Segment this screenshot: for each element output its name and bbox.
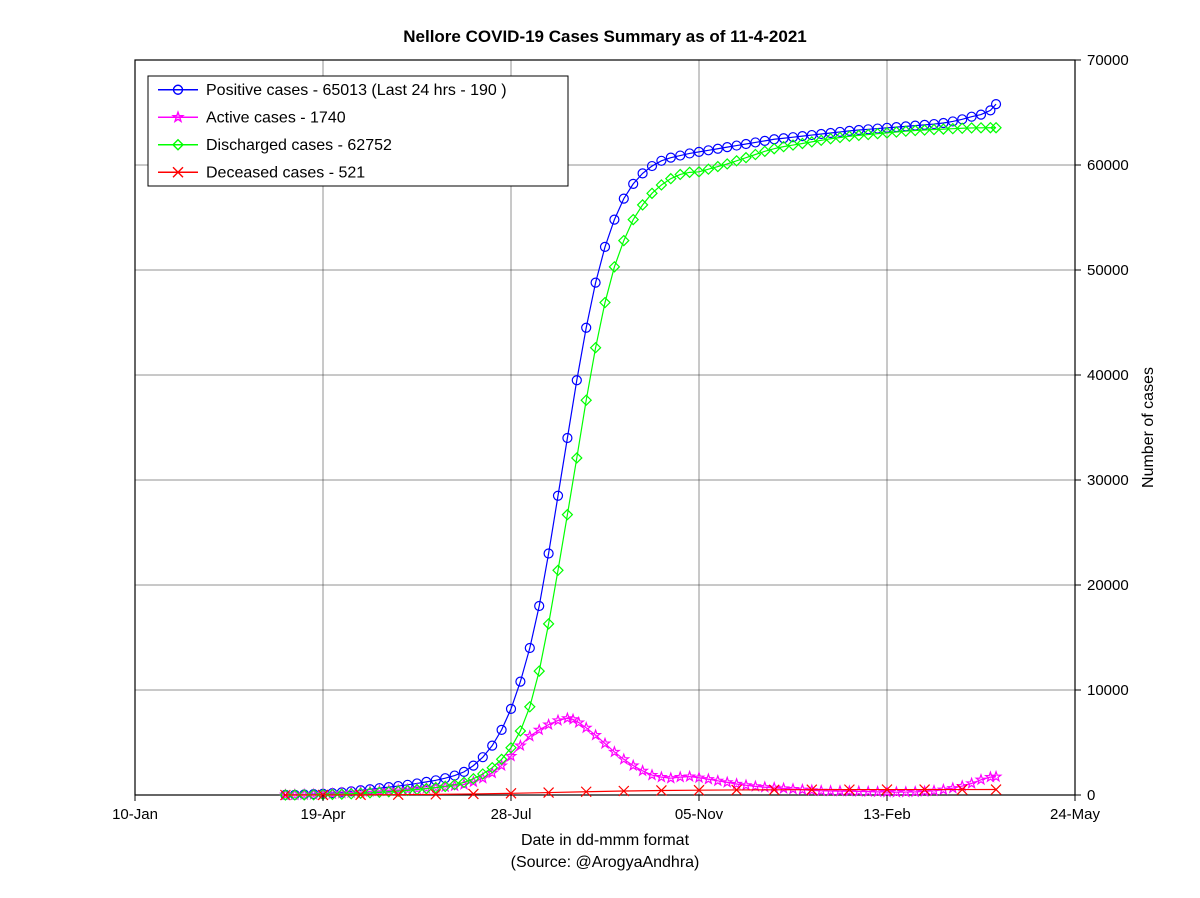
svg-text:0: 0: [1087, 787, 1095, 804]
svg-text:Deceased cases - 521: Deceased cases - 521: [206, 164, 365, 181]
svg-text:10000: 10000: [1087, 682, 1129, 699]
svg-text:70000: 70000: [1087, 52, 1129, 69]
svg-text:60000: 60000: [1087, 157, 1129, 174]
svg-text:50000: 50000: [1087, 262, 1129, 279]
svg-text:19-Apr: 19-Apr: [300, 806, 345, 823]
cases-chart: 10-Jan 19-Apr 28-Jul 05-Nov 13-Feb 24-May 0 100…: [0, 0, 1200, 898]
svg-text:Active cases - 1740: Active cases - 1740: [206, 109, 346, 126]
svg-text:Date in dd-mmm format: Date in dd-mmm format: [521, 832, 690, 849]
svg-text:24-May: 24-May: [1050, 806, 1101, 823]
svg-text:13-Feb: 13-Feb: [863, 806, 911, 823]
svg-text:40000: 40000: [1087, 367, 1129, 384]
svg-text:Nellore COVID-19 Cases Summary: Nellore COVID-19 Cases Summary as of 11-…: [403, 27, 806, 46]
svg-text:30000: 30000: [1087, 472, 1129, 489]
chart-container: 10-Jan 19-Apr 28-Jul 05-Nov 13-Feb 24-May 0 100…: [0, 0, 1200, 898]
svg-text:Discharged cases - 62752: Discharged cases - 62752: [206, 137, 392, 154]
svg-text:10-Jan: 10-Jan: [112, 806, 158, 823]
svg-text:Positive cases - 65013 (Last 2: Positive cases - 65013 (Last 24 hrs - 19…: [206, 82, 507, 99]
svg-text:Number of cases: Number of cases: [1140, 367, 1157, 488]
svg-text:20000: 20000: [1087, 577, 1129, 594]
svg-text:(Source: @ArogyaAndhra): (Source: @ArogyaAndhra): [511, 854, 700, 871]
svg-text:05-Nov: 05-Nov: [675, 806, 724, 823]
svg-text:28-Jul: 28-Jul: [491, 806, 532, 823]
